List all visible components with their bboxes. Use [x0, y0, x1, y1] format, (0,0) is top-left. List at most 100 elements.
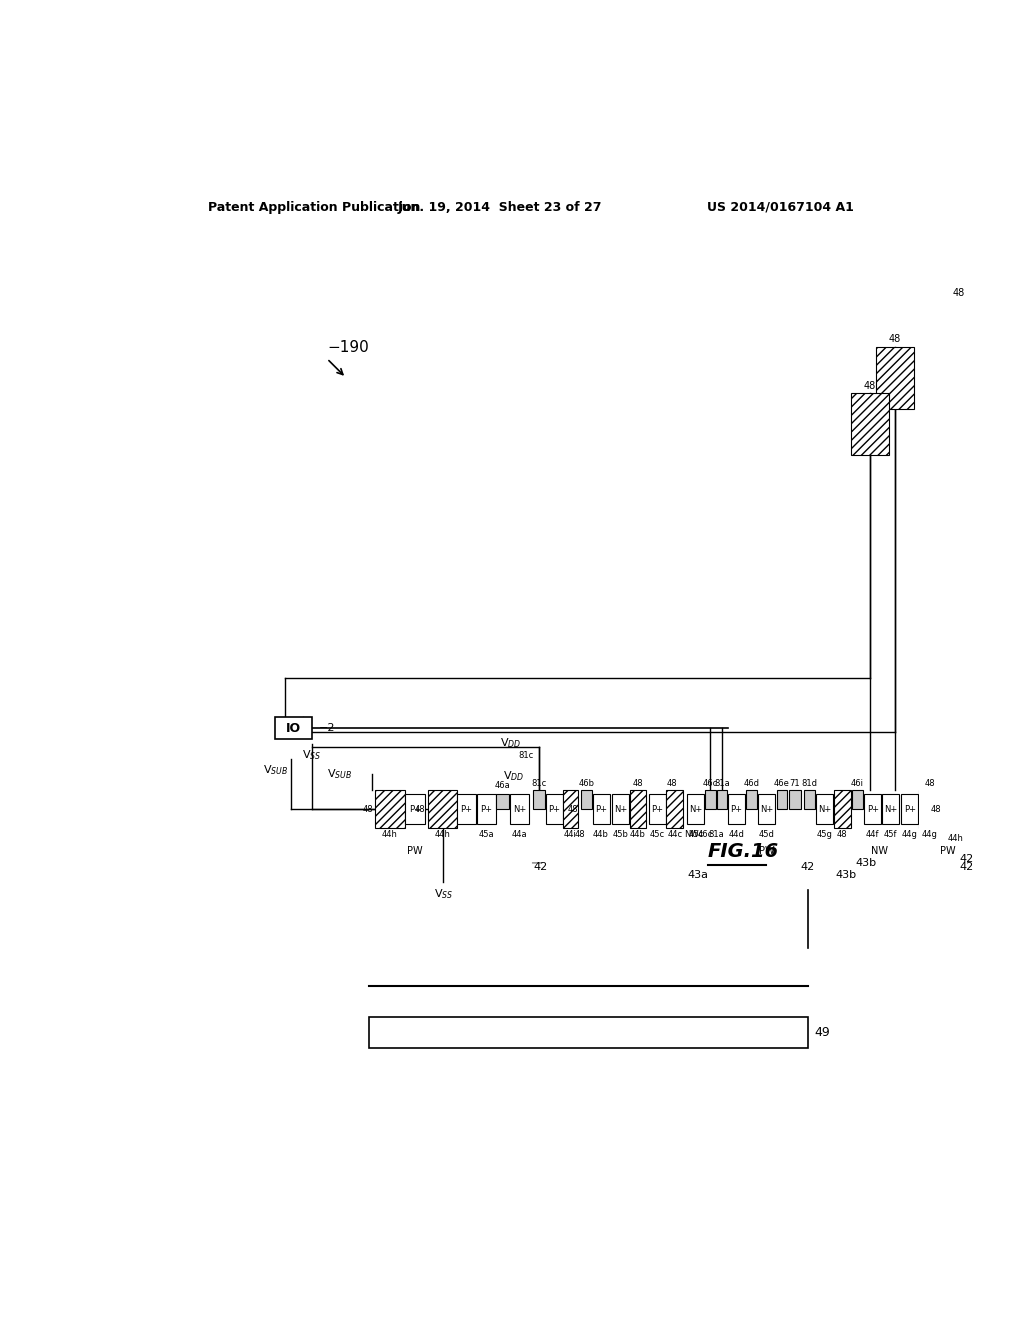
Text: 48: 48 — [568, 805, 579, 813]
Text: NW: NW — [684, 830, 698, 840]
Text: FIG.16: FIG.16 — [708, 842, 779, 861]
Bar — [940, 301, 978, 363]
Bar — [851, 393, 889, 455]
Bar — [944, 789, 967, 832]
Text: 44f: 44f — [866, 830, 880, 840]
Bar — [534, 789, 545, 809]
Text: PW: PW — [940, 846, 955, 857]
Text: 48: 48 — [953, 288, 966, 298]
Text: N+: N+ — [884, 805, 897, 813]
Bar — [593, 793, 609, 825]
Text: 81c: 81c — [518, 751, 534, 759]
Bar — [649, 793, 666, 825]
Bar — [852, 789, 863, 809]
Bar — [876, 347, 914, 409]
Text: 48: 48 — [931, 805, 941, 813]
Text: 48: 48 — [415, 805, 425, 813]
Text: 46b: 46b — [579, 779, 594, 788]
Text: V$_{DD}$: V$_{DD}$ — [501, 737, 521, 751]
Text: 45c: 45c — [688, 830, 703, 840]
Bar — [717, 789, 727, 809]
Text: 44h: 44h — [434, 830, 451, 840]
Text: 45d: 45d — [759, 830, 774, 840]
Text: 48: 48 — [574, 830, 585, 840]
Text: PW: PW — [759, 846, 774, 857]
Text: 42: 42 — [534, 862, 548, 871]
Text: 48: 48 — [362, 805, 373, 813]
Text: 45b: 45b — [612, 830, 628, 840]
Text: 46c: 46c — [702, 779, 718, 788]
Bar — [404, 793, 425, 825]
Text: 44g: 44g — [922, 830, 938, 840]
Text: P+: P+ — [730, 805, 742, 813]
Text: N+: N+ — [818, 805, 830, 813]
Text: P+: P+ — [409, 805, 421, 813]
Text: P+: P+ — [867, 805, 879, 813]
Bar — [882, 793, 899, 825]
Text: 81a: 81a — [714, 779, 730, 788]
Bar — [745, 789, 757, 809]
Text: 49: 49 — [814, 1026, 830, 1039]
Bar — [758, 793, 775, 825]
Text: V$_{SUB}$: V$_{SUB}$ — [327, 767, 352, 781]
Text: 81a: 81a — [709, 830, 724, 840]
Text: 43a: 43a — [687, 870, 709, 879]
Text: −2: −2 — [318, 723, 335, 733]
Text: 81d: 81d — [802, 779, 818, 788]
Bar — [901, 793, 919, 825]
Text: 46a: 46a — [495, 781, 510, 791]
Text: 44h: 44h — [382, 830, 398, 840]
Bar — [611, 793, 629, 825]
Bar — [428, 789, 457, 829]
Bar — [546, 793, 562, 825]
Bar — [667, 789, 683, 829]
Text: V$_{SS}$: V$_{SS}$ — [433, 887, 453, 900]
Text: P+: P+ — [595, 805, 607, 813]
Text: 46e: 46e — [774, 779, 790, 788]
Text: Patent Application Publication: Patent Application Publication — [208, 201, 420, 214]
Text: N+: N+ — [513, 805, 526, 813]
Bar — [776, 789, 787, 809]
Text: V$_{DD}$: V$_{DD}$ — [504, 770, 524, 783]
Bar — [630, 789, 646, 829]
Text: P+: P+ — [480, 805, 493, 813]
Text: P+: P+ — [460, 805, 472, 813]
Bar — [920, 789, 941, 829]
Bar — [687, 793, 705, 825]
Text: NW: NW — [871, 846, 888, 857]
Bar — [562, 789, 578, 829]
Text: 45c: 45c — [649, 830, 665, 840]
Text: 46c: 46c — [697, 830, 713, 840]
Bar — [376, 789, 404, 829]
Text: 46i: 46i — [851, 779, 864, 788]
Bar — [510, 793, 528, 825]
Bar — [370, 1016, 808, 1048]
Text: 48: 48 — [633, 779, 643, 788]
Bar — [477, 793, 496, 825]
Text: 44b: 44b — [630, 830, 646, 840]
Bar — [728, 793, 745, 825]
Text: 44d: 44d — [729, 830, 744, 840]
Bar — [864, 793, 882, 825]
Text: 44b: 44b — [593, 830, 609, 840]
Text: 44i: 44i — [564, 830, 577, 840]
Bar — [275, 718, 312, 739]
Text: 45g: 45g — [816, 830, 833, 840]
Text: V$_{SUB}$: V$_{SUB}$ — [263, 764, 289, 777]
Text: 46d: 46d — [743, 779, 759, 788]
Text: 44c: 44c — [668, 830, 683, 840]
Text: N+: N+ — [689, 805, 702, 813]
Text: 45a: 45a — [478, 830, 495, 840]
Text: 44g: 44g — [902, 830, 918, 840]
Text: PW: PW — [407, 846, 423, 857]
Text: US 2014/0167104 A1: US 2014/0167104 A1 — [708, 201, 854, 214]
Text: 71: 71 — [790, 779, 801, 788]
Text: 48: 48 — [667, 779, 677, 788]
Text: IO: IO — [287, 722, 301, 735]
Text: 43b: 43b — [855, 858, 877, 869]
Text: P+: P+ — [548, 805, 560, 813]
Text: V$_{SS}$: V$_{SS}$ — [302, 748, 322, 762]
Text: 48: 48 — [837, 830, 847, 840]
Bar — [788, 789, 801, 809]
Bar — [816, 793, 833, 825]
